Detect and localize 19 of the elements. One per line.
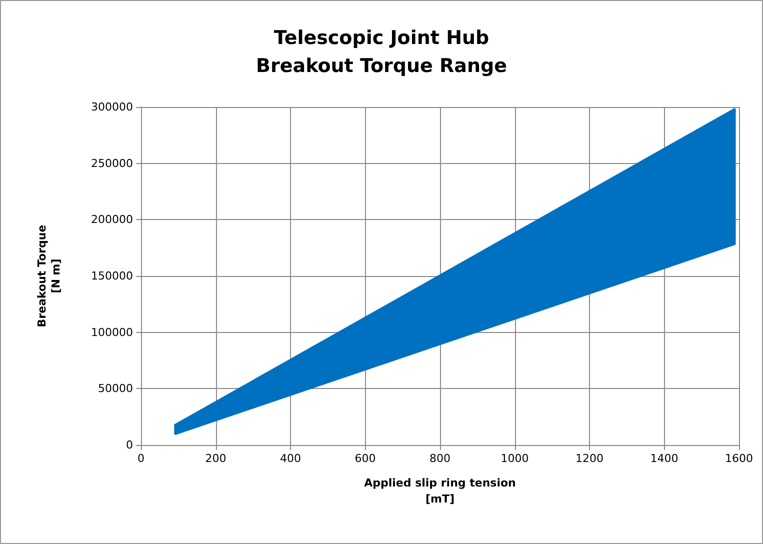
y-tick-label: 100000 xyxy=(91,326,133,339)
chart-title: Telescopic Joint Hub Breakout Torque Range xyxy=(256,27,507,77)
y-tick-label: 200000 xyxy=(91,213,133,226)
y-tick-label: 300000 xyxy=(91,100,133,114)
y-tick-label: 50000 xyxy=(98,382,133,396)
x-tick-label: 600 xyxy=(354,452,376,465)
y-tick-label: 250000 xyxy=(91,156,133,170)
y-tick-label: 150000 xyxy=(91,270,133,282)
x-tick-label: 200 xyxy=(205,452,226,465)
y-axis-title: Breakout Torque [N m] xyxy=(36,224,62,328)
x-tick-label: 400 xyxy=(280,452,301,465)
y-tick-label: 0 xyxy=(126,438,133,452)
x-tick-label: 1000 xyxy=(500,452,529,465)
x-tick-label: 1400 xyxy=(650,452,678,465)
x-axis-title: Applied slip ring tension [mT] xyxy=(364,476,516,506)
x-tick-label: 800 xyxy=(430,452,450,465)
x-tick-label: 1600 xyxy=(725,452,753,465)
x-tick-label: 0 xyxy=(138,452,144,465)
x-tick-label: 1200 xyxy=(576,452,604,465)
